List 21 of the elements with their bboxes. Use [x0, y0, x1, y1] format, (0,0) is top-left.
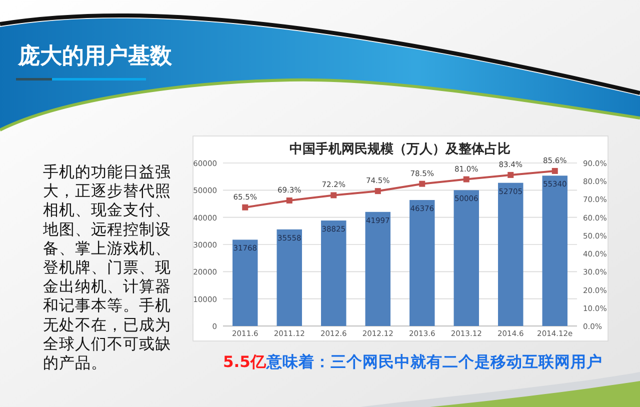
point [463, 176, 470, 182]
point [286, 197, 292, 204]
text: 庞大的用户基数 [17, 43, 173, 69]
bar [542, 176, 568, 326]
text: 手机的功能日益强大，正逐步替代照相机、现金支付、地图、远程控制设备、掌上游戏机、登机牌、门票、现金出纳机、计算器和记事本等。手机无处不在，已成为全球人们不可或缺的产品。 [43, 163, 171, 372]
text: 5.5亿 [223, 353, 268, 371]
point [330, 192, 337, 198]
bar [365, 212, 390, 326]
bar [498, 182, 524, 326]
point [508, 172, 514, 178]
point [374, 188, 381, 194]
text: 意味着：三个网民中就有二个是移动互联网用户 [265, 352, 602, 371]
bar [321, 220, 346, 326]
point [242, 204, 248, 210]
bar [276, 229, 302, 326]
point [419, 180, 426, 187]
bar [454, 190, 479, 326]
chart-title: 中国手机网民规模（万人）及整体占比 [290, 141, 510, 157]
bar [232, 240, 258, 326]
point [552, 168, 558, 174]
bar [410, 200, 435, 326]
